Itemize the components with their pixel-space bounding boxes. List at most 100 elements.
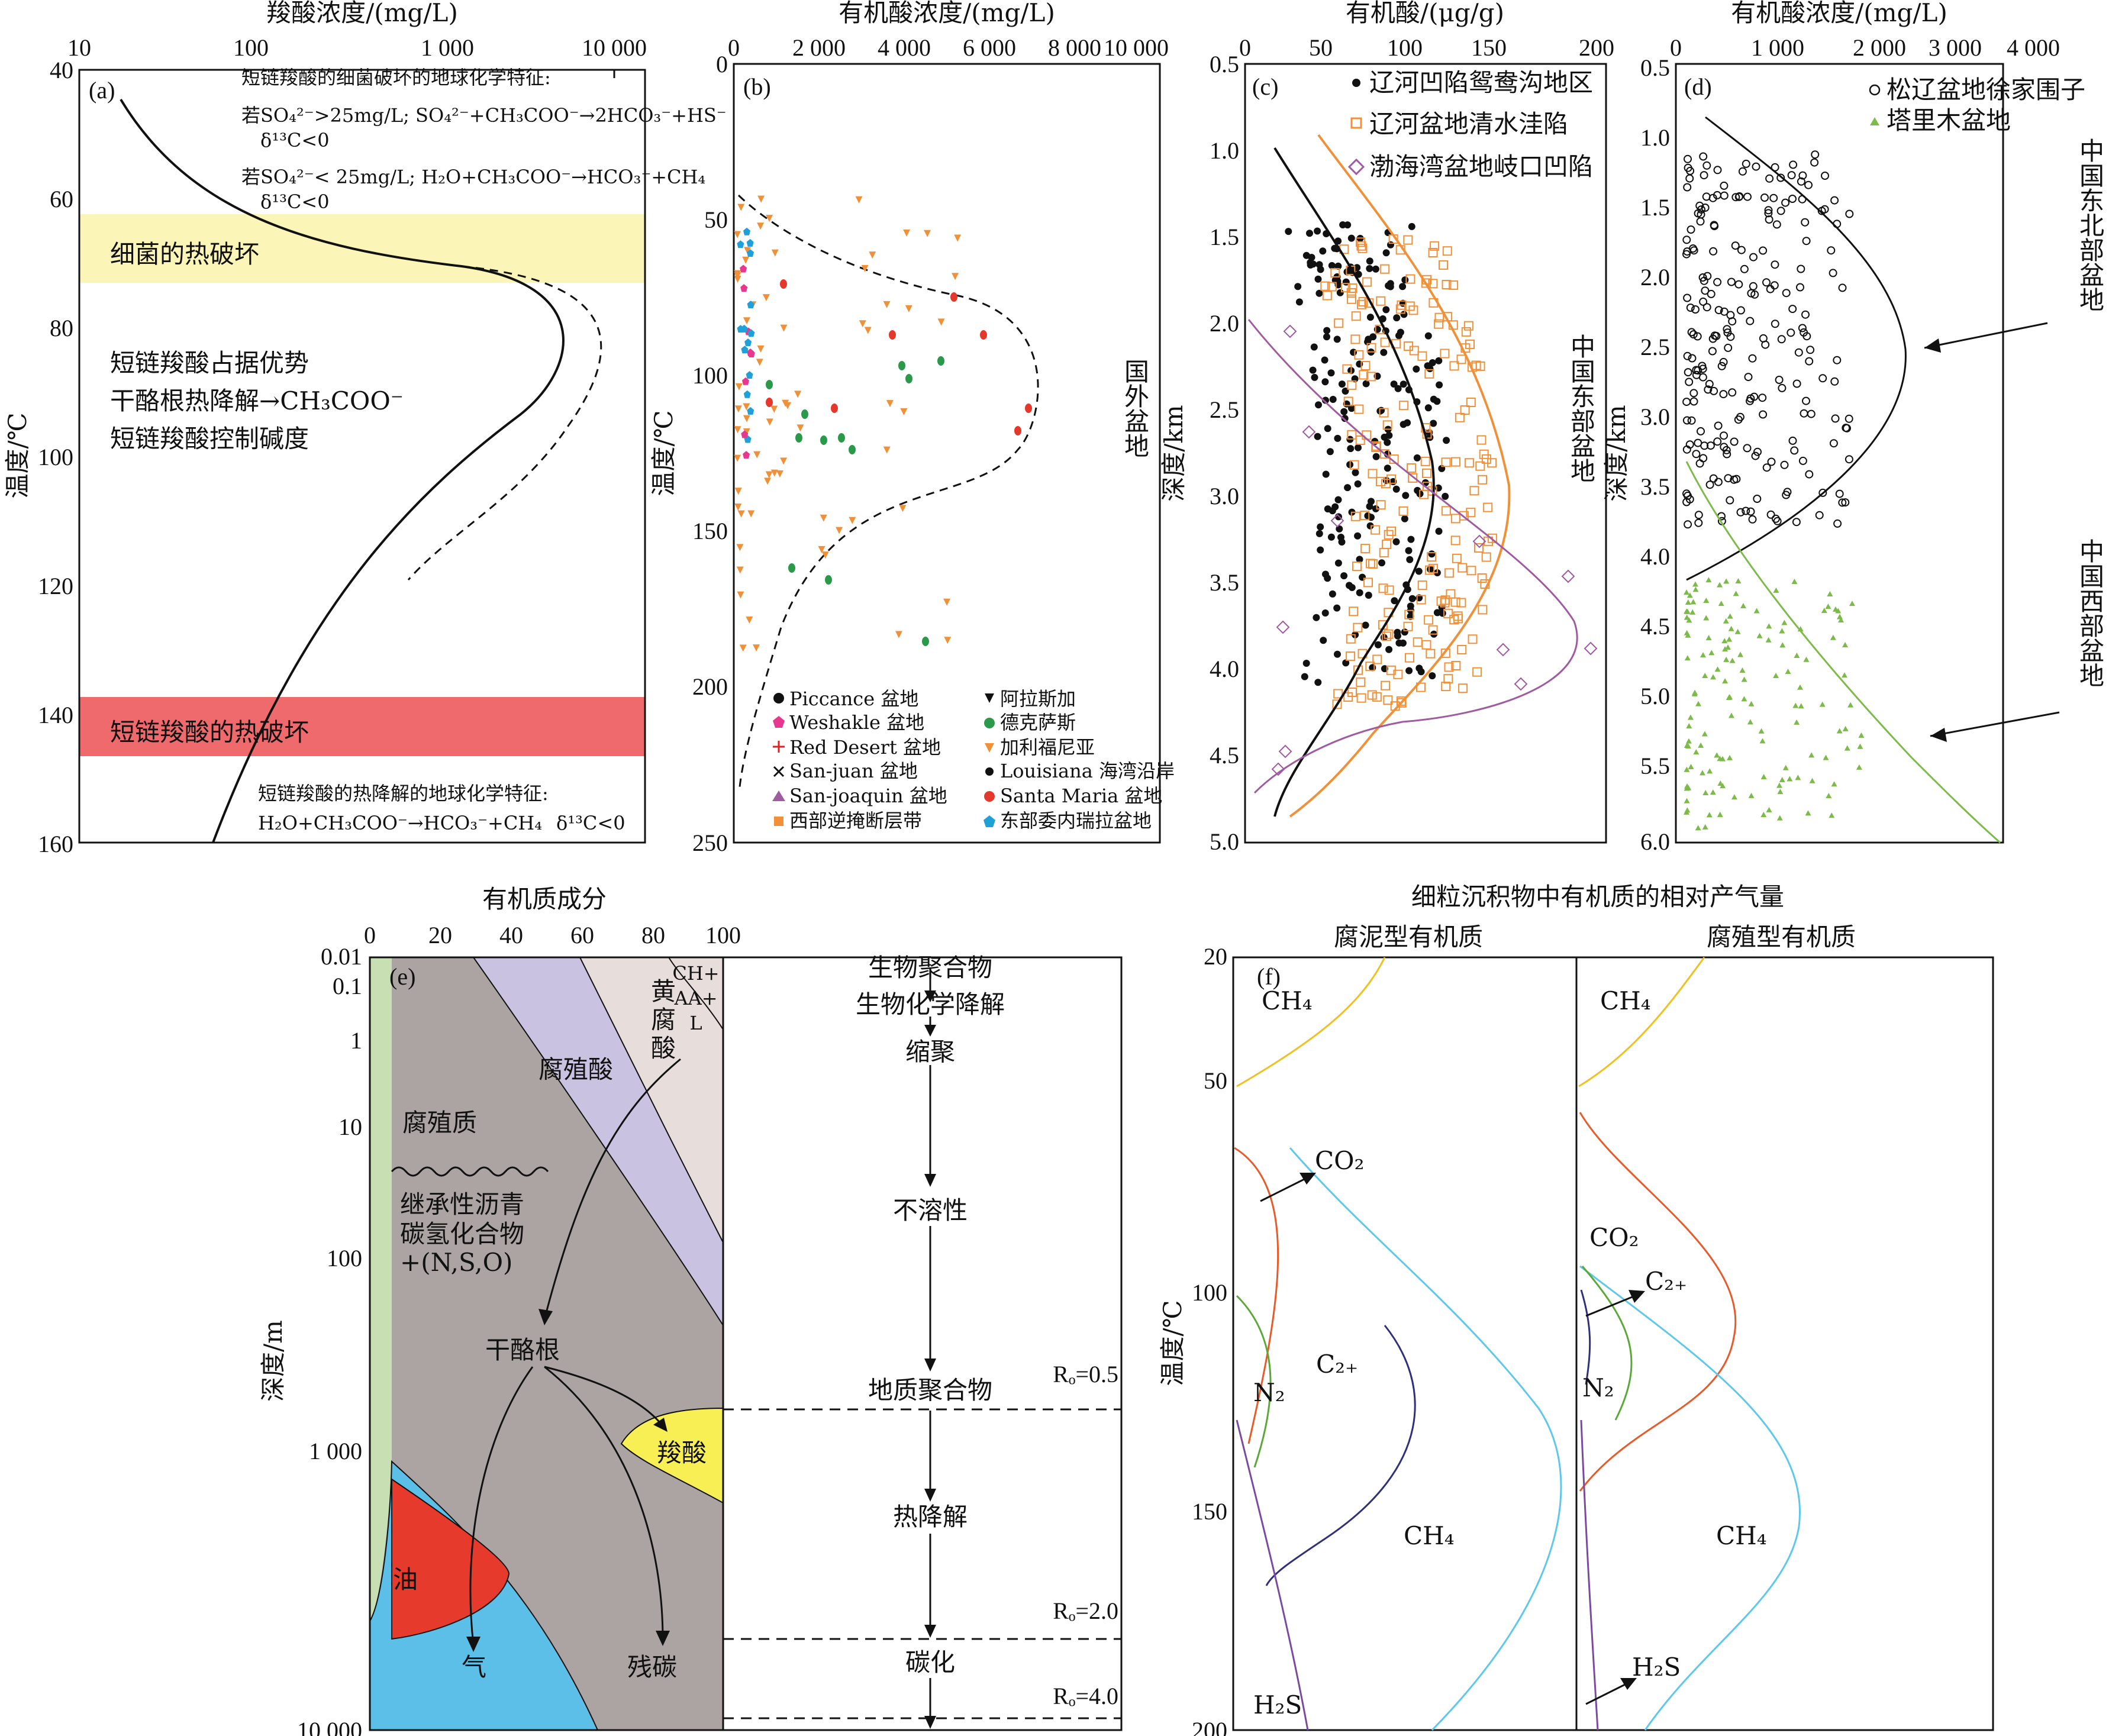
point-liaohe-yuanyang [1338,538,1346,546]
point-liaohe-qingshui [1372,692,1382,702]
y-tick: 4.0 [1210,656,1239,682]
point-texas [922,637,929,646]
point-liaohe-yuanyang [1324,425,1331,433]
point-santa-maria [950,292,957,302]
x-tick: 150 [1471,34,1507,61]
point-tarim [1760,773,1767,779]
point-tarim [1689,609,1696,615]
point-songliao [1798,171,1807,180]
point-liaohe-qingshui [1440,595,1450,605]
arrowhead [656,1631,670,1646]
point-tarim [1728,625,1734,631]
point-songliao [1710,331,1719,340]
point-liaohe-qingshui [1322,291,1332,301]
point-songliao [1833,519,1842,528]
point-tarim [1717,780,1724,786]
legend-entry: 辽河盆地清水洼陷 [1369,109,1568,138]
point-liaohe-qingshui [1380,264,1390,274]
point-songliao [1684,520,1692,529]
point-liaohe-yuanyang [1433,609,1441,617]
point-liaohe-yuanyang [1331,503,1339,511]
point-california [734,231,741,238]
point-liaohe-yuanyang [1350,349,1357,356]
point-tarim [1825,604,1831,609]
point-bohai-qikou [1278,744,1292,759]
point-tarim [1699,770,1705,776]
panel-b-points [734,195,1032,652]
point-basin [737,325,744,333]
flow-arrowhead [924,1489,936,1502]
point-liaohe-qingshui [1347,294,1356,304]
point-liaohe-qingshui [1477,573,1487,583]
point-liaohe-qingshui [1354,350,1364,360]
point-songliao [1838,283,1847,292]
point-tarim [1702,789,1709,795]
point-songliao [1759,334,1768,343]
point-tarim [1785,669,1791,675]
note-bacterial-1b: δ¹³C<0 [260,129,330,151]
point-tarim [1684,655,1691,661]
point-basin [747,406,754,415]
point-california [737,204,745,211]
point-liaohe-qingshui [1359,370,1369,380]
point-liaohe-yuanyang [1384,438,1391,446]
band-thermal-label: 短链羧酸的热破坏 [110,718,309,747]
point-california [757,345,765,353]
point-songliao [1738,167,1747,176]
point-liaohe-yuanyang [1430,420,1437,427]
point-liaohe-yuanyang [1366,522,1374,530]
panel-b-legend: Piccance 盆地 Weshakle 盆地 Red Desert 盆地 Sa… [772,688,1175,832]
point-songliao [1766,285,1775,293]
point-songliao [1797,177,1805,186]
panel-f-frame [1232,956,1994,1731]
point-liaohe-qingshui [1449,615,1459,625]
point-liaohe-qingshui [1457,645,1467,654]
point-tarim [1791,578,1798,584]
point-songliao [1699,297,1708,306]
point-liaohe-qingshui [1466,566,1476,576]
point-liaohe-yuanyang [1392,485,1400,493]
point-texas [825,575,832,585]
point-liaohe-qingshui [1407,463,1417,473]
arrowhead [653,1418,668,1432]
point-tarim [1695,701,1701,706]
panel-e-y-title: 深度/m [259,1320,288,1402]
panel-c-label: (c) [1252,73,1278,100]
point-california [739,644,747,652]
point-liaohe-yuanyang [1417,668,1425,676]
point-tarim [1842,725,1849,731]
point-tarim [1684,783,1691,789]
side-char: 国外盆地 [1121,359,1150,458]
point-songliao [1815,511,1824,519]
point-songliao [1820,205,1829,214]
point-liaohe-qingshui [1416,595,1426,605]
point-basin [741,377,749,385]
humin-label: 腐殖质 [402,1108,477,1137]
ch4-main-curve-humic [1579,1265,1801,1731]
point-liaohe-qingshui [1464,458,1474,468]
point-liaohe-qingshui [1347,283,1357,293]
point-liaohe-qingshui [1376,500,1386,510]
point-liaohe-qingshui [1376,476,1385,486]
point-santa-maria [1014,426,1021,435]
point-santa-maria [889,330,896,340]
point-california [753,451,761,459]
point-tarim [1748,792,1755,798]
point-songliao [1789,160,1798,169]
point-tarim [1794,719,1800,725]
point-california [821,551,829,559]
point-liaohe-qingshui [1429,563,1438,573]
point-liaohe-yuanyang [1334,559,1342,567]
legend-marker [1870,117,1879,125]
point-songliao [1713,166,1722,175]
point-songliao [1737,246,1746,254]
point-liaohe-qingshui [1408,473,1418,483]
point-liaohe-yuanyang [1413,454,1421,462]
point-california [756,359,763,366]
point-liaohe-yuanyang [1381,433,1388,441]
point-songliao [1713,277,1722,286]
point-tarim [1737,651,1744,657]
arrowhead-northeast [1924,338,1941,353]
point-tarim [1748,701,1755,706]
point-songliao [1766,510,1775,519]
